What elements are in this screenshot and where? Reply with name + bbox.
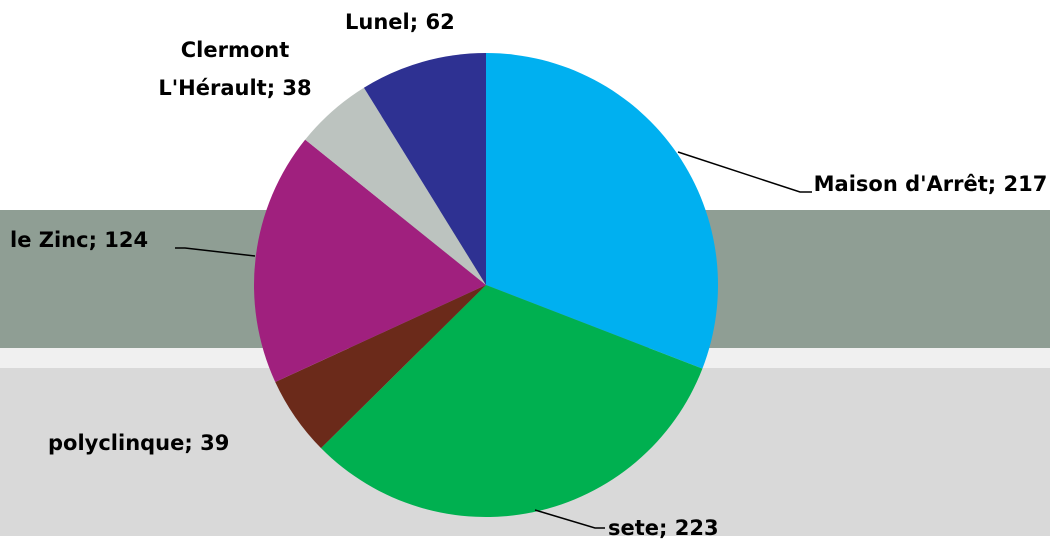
label-value: 38 — [282, 76, 312, 100]
label-separator: ; — [987, 172, 1004, 196]
data-label: Maison d'Arrêt; 217 — [808, 165, 1050, 203]
label-name: polyclinque — [48, 431, 185, 455]
label-separator: ; — [184, 431, 201, 455]
label-separator: ; — [266, 76, 283, 100]
leaders — [175, 151, 812, 529]
chart — [0, 53, 1050, 536]
label-value: 223 — [674, 516, 719, 540]
label-value: 62 — [425, 10, 455, 34]
data-label: Clermont L'Hérault; 38 — [140, 31, 330, 107]
label-name: sete — [608, 516, 660, 540]
slice — [486, 53, 718, 369]
data-label: sete; 223 — [608, 509, 719, 547]
label-name: Lunel — [345, 10, 410, 34]
label-value: 39 — [200, 431, 230, 455]
leader-line — [175, 247, 256, 257]
slice — [321, 285, 703, 518]
label-value: 217 — [1003, 172, 1048, 196]
data-label: Lunel; 62 — [345, 3, 455, 41]
label-name: Maison d'Arrêt — [813, 172, 988, 196]
label-separator: ; — [88, 228, 105, 252]
slice — [305, 87, 486, 285]
label-name: Clermont L'Hérault — [158, 38, 290, 100]
label-value: 124 — [104, 228, 149, 252]
data-label: polyclinque; 39 — [48, 424, 229, 462]
label-name: le Zinc — [10, 228, 89, 252]
leader-line — [534, 509, 605, 529]
slice — [254, 139, 486, 382]
leader-line — [677, 151, 812, 193]
data-label: le Zinc; 124 — [10, 221, 148, 259]
label-separator: ; — [409, 10, 426, 34]
label-separator: ; — [659, 516, 675, 540]
slice — [363, 53, 486, 285]
page: Maison d'Arrêt; 217 sete; 223 polyclinque;… — [0, 3, 1050, 540]
slice — [275, 285, 486, 449]
slices — [254, 53, 718, 518]
